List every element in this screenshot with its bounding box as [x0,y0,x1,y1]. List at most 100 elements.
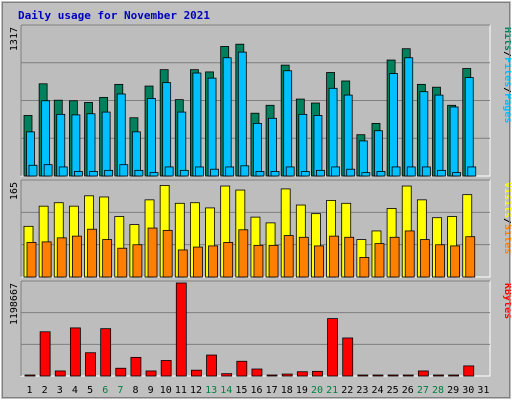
bar-sites-day-8 [132,244,143,278]
side-label-sites-visits: Visits/Sites [502,182,512,254]
bar-sites-day-6 [102,239,113,278]
bar-sites-day-25 [389,236,400,278]
bar-pages-day-25 [391,166,401,177]
bar-kbytes-day-14 [221,373,233,377]
bar-sites-day-29 [450,245,461,278]
bar-pages-day-8 [134,169,144,177]
x-tick-label: 11 [175,385,187,396]
x-tick-label: 31 [477,385,489,396]
bar-kbytes-day-9 [145,370,157,377]
bar-sites-day-17 [268,244,279,278]
side-label-part: / [502,87,512,93]
x-axis-labels: 1 2 3 4 5 6 7 8 9 10 11 12 13 14 15 16 17 18 19 20 21 22 23 24 2… [27,385,490,396]
bar-sites-day-24 [374,243,385,278]
x-tick-label: 3 [57,385,63,396]
bar-sites-day-19 [298,236,309,278]
x-tick-label: 6 [102,385,108,396]
bar-files-day-4 [71,114,81,177]
x-tick-label: 18 [281,385,293,396]
panel-sites-visits: 165 Visits/Sites [9,179,512,278]
x-tick-label: 15 [235,385,247,396]
bar-files-day-19 [298,113,308,177]
bar-files-day-9 [147,98,156,177]
x-tick-label: 23 [356,385,368,396]
bar-kbytes-day-21 [327,318,338,377]
bar-files-day-23 [358,140,368,177]
y-max-label: 1198667 [9,283,20,325]
bar-pages-day-26 [406,166,416,177]
x-tick-label: 28 [432,385,444,396]
side-label-part: Hits [502,27,512,51]
bar-files-day-14 [222,57,232,177]
bar-files-day-26 [404,57,414,177]
x-tick-label: 8 [132,385,138,396]
bar-sites-day-30 [465,236,476,278]
bar-pages-day-12 [195,166,204,177]
bar-files-day-10 [162,82,172,177]
bar-pages-day-28 [437,169,446,177]
bar-sites-day-22 [344,236,355,278]
x-tick-label: 14 [220,385,232,396]
bar-kbytes-day-16 [251,368,263,377]
x-tick-label: 2 [42,385,48,396]
side-label-pages-files-hits: Hits/Files/Pages [502,27,512,123]
x-tick-label: 10 [160,385,172,396]
x-tick-label: 27 [417,385,429,396]
bar-kbytes-day-25 [387,374,399,377]
x-tick-label: 7 [117,385,123,396]
bar-kbytes-day-19 [296,371,308,377]
bar-files-day-13 [207,77,217,177]
bar-files-day-15 [237,51,247,177]
bar-files-day-18 [283,70,293,177]
bar-kbytes-day-28 [433,374,444,377]
bar-kbytes-day-12 [191,369,202,377]
side-label-part: Visits [502,182,512,218]
bar-kbytes-day-29 [448,374,460,377]
bar-sites-day-5 [87,228,97,278]
bar-kbytes-day-15 [236,360,248,377]
bar-files-day-30 [464,77,474,177]
bar-sites-day-4 [71,235,82,278]
bar-files-day-11 [177,111,187,177]
bar-pages-day-30 [467,166,477,177]
bar-files-day-6 [101,111,111,177]
bar-pages-day-16 [255,171,265,177]
bar-pages-day-23 [361,172,371,177]
bar-sites-day-1 [26,242,37,278]
bar-kbytes-day-11 [175,282,187,377]
x-tick-label: 4 [72,385,78,396]
x-tick-label: 29 [447,385,459,396]
bar-sites-day-15 [238,229,249,278]
bar-pages-day-29 [452,172,462,177]
bar-kbytes-day-5 [85,352,96,377]
x-tick-label: 1 [27,385,33,396]
x-tick-label: 30 [462,385,474,396]
panel-kbytes: 1198667 KBytes [9,280,512,377]
x-tick-label: 25 [387,385,399,396]
bar-kbytes-day-10 [160,360,172,377]
bar-pages-day-27 [421,166,431,177]
bar-kbytes-day-22 [342,337,354,377]
bar-sites-day-21 [329,235,339,278]
bar-pages-day-20 [316,169,325,177]
bar-kbytes-day-6 [100,328,112,377]
plot-area [20,280,491,377]
bar-files-day-17 [268,117,277,177]
bar-files-day-8 [131,131,141,177]
x-tick-label: 19 [296,385,308,396]
side-label-part: Files [502,57,512,87]
bar-sites-day-10 [162,229,173,278]
bar-kbytes-day-27 [417,370,429,377]
bar-pages-day-15 [240,165,250,177]
bar-pages-day-24 [376,171,386,177]
bar-pages-day-13 [210,168,219,177]
side-label-part: Pages [502,93,512,123]
bar-kbytes-day-26 [402,374,414,377]
bar-sites-day-2 [41,241,52,278]
bar-kbytes-day-4 [69,327,81,377]
bar-pages-day-5 [89,171,98,177]
bar-files-day-21 [328,87,338,177]
x-tick-label: 21 [326,385,338,396]
bar-files-day-29 [449,106,459,177]
